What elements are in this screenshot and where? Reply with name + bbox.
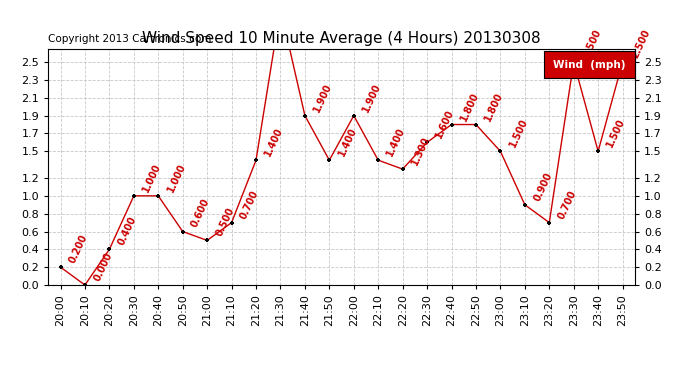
Text: 1.900: 1.900 <box>361 81 383 114</box>
Point <box>568 59 579 65</box>
Text: 1.400: 1.400 <box>336 126 358 158</box>
Point <box>617 59 628 65</box>
Point <box>544 220 555 226</box>
Text: 0.900: 0.900 <box>532 171 554 202</box>
Text: Copyright 2013 Cartronics.com: Copyright 2013 Cartronics.com <box>48 34 212 44</box>
Text: 1.500: 1.500 <box>507 117 529 149</box>
Text: 0.200: 0.200 <box>68 233 90 265</box>
Text: 1.400: 1.400 <box>263 126 285 158</box>
Text: 1.900: 1.900 <box>312 81 334 114</box>
Point <box>471 122 482 128</box>
Point <box>324 157 335 163</box>
Point <box>250 157 262 163</box>
Text: 1.500: 1.500 <box>605 117 627 149</box>
Point <box>422 140 433 146</box>
Point <box>348 112 359 118</box>
Text: 1.800: 1.800 <box>483 90 505 122</box>
Point <box>373 157 384 163</box>
Text: 2.500: 2.500 <box>581 28 602 60</box>
Point <box>446 122 457 128</box>
Text: 2.500: 2.500 <box>629 28 651 60</box>
Text: 0.000: 0.000 <box>92 251 114 283</box>
Text: 0.500: 0.500 <box>214 206 236 238</box>
Text: 1.300: 1.300 <box>410 135 432 167</box>
Text: 0.400: 0.400 <box>117 215 139 247</box>
Text: 1.800: 1.800 <box>458 90 480 122</box>
Point <box>79 282 90 288</box>
Text: 1.400: 1.400 <box>385 126 407 158</box>
Point <box>177 228 188 234</box>
Title: Wind Speed 10 Minute Average (4 Hours) 20130308: Wind Speed 10 Minute Average (4 Hours) 2… <box>142 31 541 46</box>
Point <box>275 6 286 12</box>
Point <box>128 193 139 199</box>
Point <box>201 237 213 243</box>
Text: 0.600: 0.600 <box>190 197 212 230</box>
Point <box>104 246 115 252</box>
Point <box>397 166 408 172</box>
Point <box>55 264 66 270</box>
Text: 0.700: 0.700 <box>556 188 578 220</box>
Text: 1.600: 1.600 <box>434 108 456 140</box>
Text: 0.700: 0.700 <box>239 188 261 220</box>
Point <box>152 193 164 199</box>
Point <box>495 148 506 154</box>
Text: 1.000: 1.000 <box>165 162 187 194</box>
Point <box>226 220 237 226</box>
Point <box>520 202 531 208</box>
Text: 1.000: 1.000 <box>141 162 163 194</box>
Point <box>299 112 310 118</box>
Text: 3.100: 3.100 <box>0 374 1 375</box>
Point <box>593 148 604 154</box>
